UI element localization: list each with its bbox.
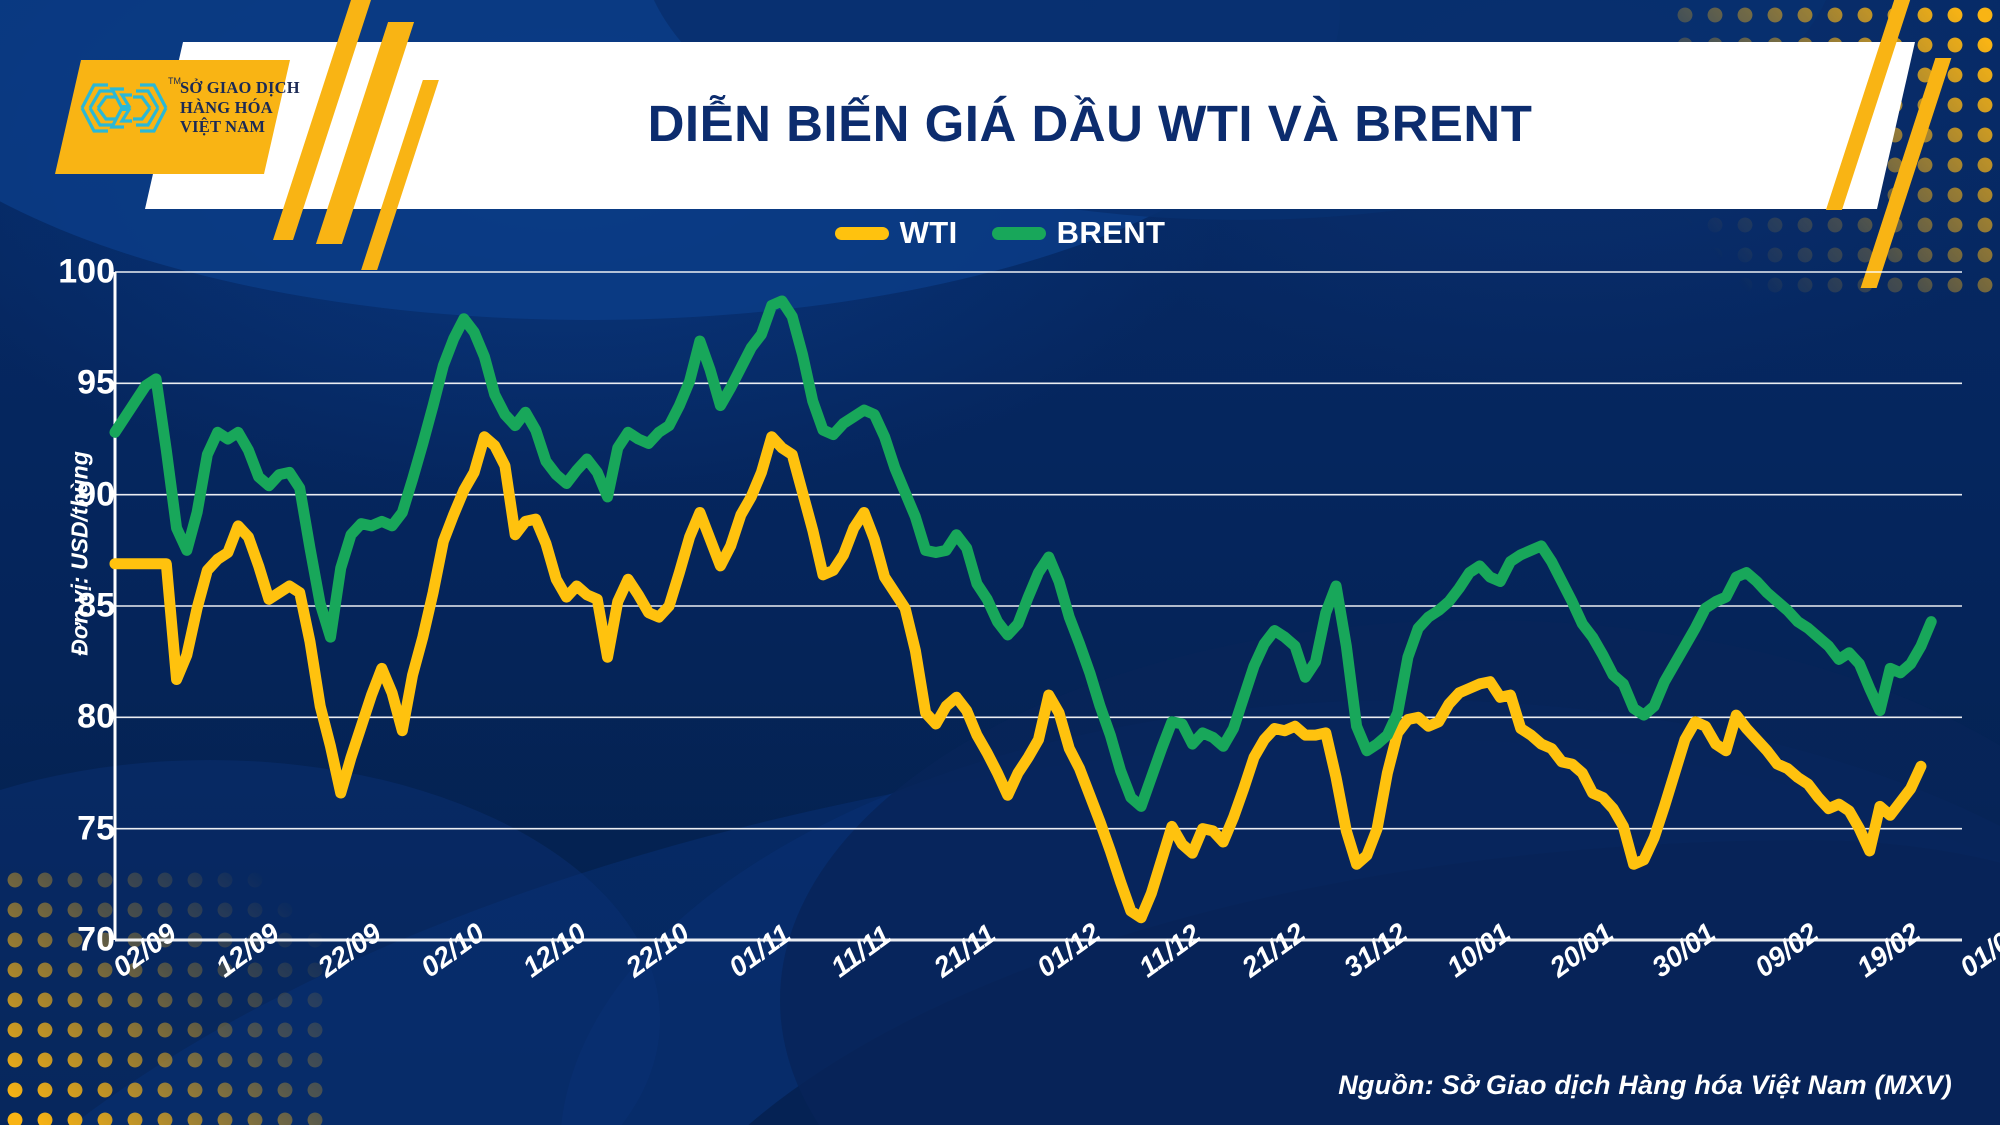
source-note: Nguồn: Sở Giao dịch Hàng hóa Việt Nam (M… [1338, 1070, 1952, 1100]
y-axis-tick-label: 90 [77, 475, 115, 514]
series-line-brent [109, 295, 1937, 812]
header-banner: TM SỞ GIAO DỊCH HÀNG HÓA VIỆT NAM DIỄN B… [0, 0, 2000, 288]
mxv-logo-icon [80, 83, 168, 133]
trademark-mark: TM [168, 76, 181, 86]
y-axis-tick-label: 85 [77, 586, 115, 625]
legend-swatch-wti [834, 226, 889, 240]
header-white-panel [145, 42, 1915, 209]
legend-item-brent[interactable]: BRENT [991, 215, 1166, 251]
y-axis-tick-label: 75 [77, 809, 115, 848]
y-axis-tick-label: 70 [77, 920, 115, 959]
halftone-dots-bottom-left [0, 865, 330, 1125]
y-axis-tick-label: 100 [58, 252, 115, 291]
y-axis-ticks: 100 95 90 85 80 75 70 [0, 0, 115, 1125]
legend-swatch-brent [991, 226, 1046, 240]
y-axis-tick-label: 80 [77, 697, 115, 736]
series-line-wti [109, 431, 1927, 924]
chart-title: DIỄN BIẾN GIÁ DẦU WTI VÀ BRENT [647, 95, 1533, 152]
y-axis-tick-label: 95 [77, 363, 115, 402]
legend-item-wti[interactable]: WTI [834, 215, 958, 251]
legend-label-brent: BRENT [1056, 215, 1166, 250]
logo-wordmark: SỞ GIAO DỊCH HÀNG HÓA VIỆT NAM [180, 78, 300, 136]
chart-legend: WTI BRENT [0, 215, 2000, 251]
legend-label-wti: WTI [899, 215, 958, 250]
